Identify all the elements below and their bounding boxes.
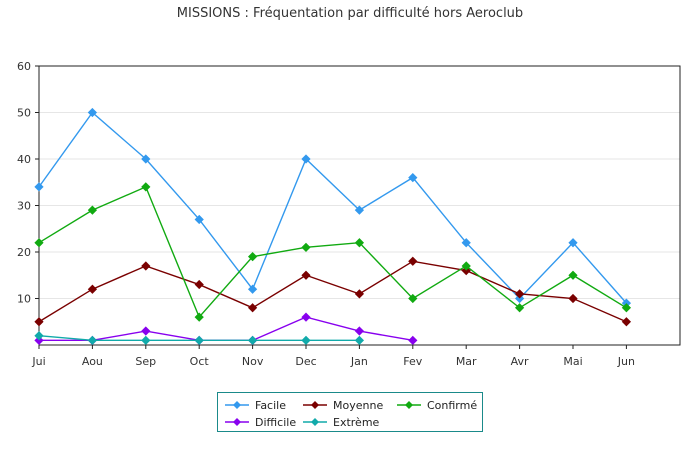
legend-label: Extrème	[333, 415, 380, 429]
legend-label: Difficile	[255, 415, 297, 429]
x-tick-label: Oct	[190, 355, 210, 368]
data-point	[34, 182, 44, 192]
legend-label: Confirmé	[427, 398, 478, 412]
x-tick-label: Jun	[617, 355, 635, 368]
y-tick-label: 10	[17, 293, 31, 306]
data-point	[301, 154, 311, 164]
x-tick-label: Dec	[295, 355, 316, 368]
legend-swatch	[225, 418, 249, 426]
y-tick-label: 20	[17, 246, 31, 259]
x-tick-label: Jui	[31, 355, 45, 368]
series-line	[38, 111, 627, 304]
data-point	[568, 270, 578, 280]
data-point	[408, 256, 418, 266]
data-point	[301, 312, 311, 322]
data-point	[354, 335, 365, 345]
data-point	[354, 289, 365, 299]
x-tick-label: Nov	[242, 355, 264, 368]
legend-swatch	[303, 418, 327, 426]
x-tick-label: Fev	[403, 355, 422, 368]
data-point	[301, 335, 311, 345]
y-tick-label: 40	[17, 153, 31, 166]
data-point	[87, 335, 98, 345]
data-point	[247, 335, 258, 345]
data-point	[408, 293, 418, 304]
series-0	[34, 107, 632, 308]
data-point	[141, 261, 151, 271]
chart-title: MISSIONS : Fréquentation par difficulté …	[176, 6, 524, 21]
data-point	[247, 252, 258, 262]
series-line	[38, 185, 627, 319]
data-point	[141, 335, 151, 345]
data-point	[568, 293, 578, 304]
legend-label: Moyenne	[333, 398, 384, 412]
series	[34, 107, 632, 345]
x-tick-label: Avr	[511, 355, 529, 368]
data-point	[87, 107, 98, 118]
series-4	[34, 331, 365, 345]
legend-label: Facile	[255, 398, 286, 412]
data-point	[194, 214, 204, 225]
data-point	[408, 172, 418, 183]
data-point	[621, 317, 632, 327]
gridlines	[39, 65, 680, 299]
data-point	[141, 182, 151, 192]
legend-item: Facile	[225, 397, 286, 413]
data-point	[461, 238, 471, 248]
data-point	[408, 335, 418, 345]
data-point	[87, 284, 98, 294]
data-point	[34, 317, 44, 327]
x-tick-label: Aou	[82, 355, 103, 368]
axes: 10 20 30 40 50 60 Jui Aou Sep Oct Nov Dec Jan Fev Mar A…	[17, 60, 635, 368]
legend-swatch	[225, 401, 249, 409]
data-point	[141, 154, 151, 164]
data-point	[247, 284, 258, 294]
legend-item: Moyenne	[303, 397, 383, 413]
data-point	[461, 265, 471, 276]
data-point	[354, 205, 365, 215]
data-point	[461, 261, 471, 271]
data-point	[194, 335, 204, 345]
legend-swatch	[303, 401, 327, 409]
y-tick-label: 30	[17, 200, 31, 213]
series-line	[39, 316, 413, 342]
data-point	[87, 205, 98, 215]
x-tick-label: Jan	[350, 355, 368, 368]
data-point	[514, 303, 525, 313]
y-tick-label: 60	[17, 60, 31, 73]
data-point	[34, 238, 44, 248]
legend-item: Extrème	[303, 414, 379, 430]
data-point	[34, 331, 44, 341]
y-tick-label: 50	[17, 107, 31, 120]
legend-swatch	[397, 401, 421, 409]
x-tick-label: Mar	[456, 355, 477, 368]
data-point	[141, 326, 151, 336]
legend-item: Confirmé	[397, 397, 477, 413]
data-point	[354, 326, 365, 336]
legend: Facile Moyenne Confirmé Difficile Extrème	[217, 392, 483, 432]
data-point	[194, 279, 204, 290]
data-point	[514, 289, 525, 299]
legend-item: Difficile	[225, 414, 296, 430]
data-point	[354, 238, 365, 248]
series-2	[34, 182, 632, 322]
data-point	[514, 293, 525, 304]
data-point	[301, 242, 311, 252]
data-point	[568, 238, 578, 248]
data-point	[621, 303, 632, 313]
data-point	[247, 303, 258, 313]
series-line	[38, 260, 627, 323]
data-point	[34, 335, 44, 345]
x-tick-label: Sep	[135, 355, 156, 368]
data-point	[194, 312, 204, 322]
series-1	[34, 256, 632, 327]
data-point	[301, 270, 311, 280]
x-tick-label: Mai	[563, 355, 582, 368]
